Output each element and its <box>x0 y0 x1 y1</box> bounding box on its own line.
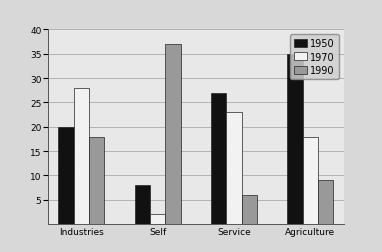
Bar <box>287 54 303 224</box>
Bar <box>135 185 150 224</box>
Bar <box>303 137 318 224</box>
Bar <box>211 93 226 224</box>
Bar <box>150 215 165 224</box>
Bar <box>89 137 104 224</box>
Bar <box>74 88 89 224</box>
Bar <box>226 113 241 224</box>
Bar <box>241 195 257 224</box>
Legend: 1950, 1970, 1990: 1950, 1970, 1990 <box>290 35 339 79</box>
Bar <box>318 181 333 224</box>
Bar <box>58 127 74 224</box>
Bar <box>165 45 181 224</box>
